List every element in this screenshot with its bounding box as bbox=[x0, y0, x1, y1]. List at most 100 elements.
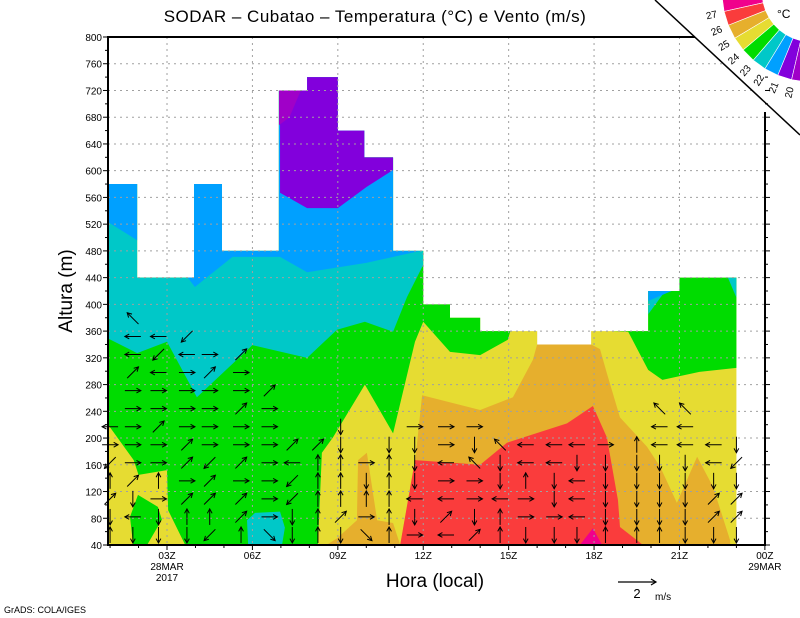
wind-arrow-shaft bbox=[235, 510, 248, 523]
wind-arrow bbox=[411, 472, 418, 490]
wind-arrow-head bbox=[386, 489, 392, 496]
wind-arrow bbox=[150, 405, 168, 412]
wind-arrow-head bbox=[405, 496, 412, 502]
colorbar-segment bbox=[791, 42, 800, 82]
wind-arrow bbox=[602, 525, 609, 543]
y-tick-label: 520 bbox=[85, 220, 102, 231]
wind-arrow bbox=[633, 490, 640, 508]
wind-arrow-head bbox=[213, 441, 219, 448]
wind-arrow-head bbox=[497, 525, 503, 532]
wind-arrow bbox=[678, 402, 692, 415]
wind-arrow bbox=[130, 490, 136, 508]
wind-arrow bbox=[633, 435, 640, 453]
wind-arrow bbox=[285, 474, 299, 488]
wind-arrow-shaft bbox=[152, 420, 165, 433]
wind-arrow-head bbox=[126, 312, 133, 318]
wind-arrow-head bbox=[522, 471, 529, 478]
wind-arrow bbox=[235, 510, 248, 523]
wind-arrow bbox=[656, 525, 663, 543]
wind-arrow bbox=[602, 472, 609, 490]
wind-arrow-shaft bbox=[494, 438, 507, 451]
wind-arrow bbox=[602, 490, 609, 508]
wind-arrow-head bbox=[567, 441, 574, 448]
wind-arrow bbox=[315, 453, 321, 471]
wind-arrow-head bbox=[411, 448, 418, 454]
wind-arrow bbox=[233, 369, 251, 376]
wind-arrow bbox=[123, 333, 141, 340]
x-tick-label: 12Z bbox=[415, 551, 432, 562]
wind-arrow-head bbox=[386, 453, 392, 460]
wind-arrow-head bbox=[682, 538, 688, 545]
wind-arrow-head bbox=[730, 463, 736, 470]
wind-arrow-head bbox=[270, 384, 276, 390]
wind-arrow-head bbox=[210, 366, 217, 372]
wind-arrow bbox=[238, 525, 244, 543]
wind-arrow bbox=[436, 532, 455, 538]
wind-arrow-head bbox=[567, 496, 574, 502]
wind-arrow bbox=[261, 423, 279, 430]
wind-arrow-shaft bbox=[180, 492, 193, 505]
wind-arrow-shaft bbox=[286, 474, 299, 487]
wind-arrow bbox=[315, 489, 321, 507]
wind-arrow bbox=[337, 436, 344, 454]
wind-arrow-head bbox=[363, 484, 370, 490]
wind-arrow-head bbox=[633, 502, 640, 508]
wind-arrow bbox=[311, 438, 325, 451]
wind-arrow bbox=[730, 510, 743, 523]
wind-arrow bbox=[203, 474, 217, 487]
wind-arrow-head bbox=[285, 499, 292, 506]
wind-arrow bbox=[733, 472, 740, 490]
colorbar-label: 21 bbox=[767, 80, 782, 95]
temperature-region bbox=[727, 277, 737, 298]
wind-arrow bbox=[149, 369, 167, 376]
wind-arrow bbox=[150, 441, 168, 448]
wind-arrow bbox=[656, 454, 663, 472]
wind-arrow-shaft bbox=[730, 492, 743, 505]
wind-arrow bbox=[149, 333, 167, 340]
wind-arrow bbox=[104, 492, 117, 505]
wind-arrow bbox=[602, 454, 609, 472]
wind-arrow bbox=[597, 441, 615, 448]
wind-arrow bbox=[466, 423, 484, 430]
wind-arrow bbox=[707, 492, 721, 505]
x-tick-label: 15Z bbox=[500, 551, 517, 562]
wind-arrow-shaft bbox=[235, 348, 248, 361]
wind-arrow-head bbox=[292, 438, 299, 445]
wind-arrow-head bbox=[244, 387, 251, 394]
wind-arrow-head bbox=[682, 466, 688, 472]
wind-arrow bbox=[710, 472, 717, 490]
wind-arrow bbox=[466, 496, 484, 502]
wind-arrow bbox=[656, 508, 663, 526]
wind-arrow-head bbox=[270, 535, 276, 542]
wind-arrow-shaft bbox=[286, 438, 299, 451]
wind-arrow bbox=[201, 441, 219, 448]
wind-arrow bbox=[411, 454, 418, 472]
wind-arrow-shaft bbox=[360, 528, 373, 541]
wind-arrow-head bbox=[493, 438, 500, 445]
wind-arrow-head bbox=[574, 466, 580, 472]
wind-arrow bbox=[184, 507, 190, 525]
wind-arrow bbox=[493, 438, 507, 451]
wind-arrow-shaft bbox=[180, 330, 193, 343]
wind-arrow-head bbox=[136, 423, 142, 430]
wind-arrow bbox=[150, 387, 168, 394]
wind-arrow-head bbox=[130, 538, 136, 545]
wind-arrow-head bbox=[529, 514, 535, 520]
wind-arrow bbox=[289, 526, 296, 545]
wind-arrow bbox=[471, 436, 478, 454]
wind-arrow bbox=[567, 496, 585, 502]
wind-arrow bbox=[261, 441, 279, 448]
y-axis-label: Altura (m) bbox=[56, 249, 77, 332]
wind-arrow bbox=[263, 528, 276, 542]
wind-arrow-head bbox=[285, 481, 292, 488]
x-axis-label: Hora (local) bbox=[386, 571, 484, 592]
wind-arrow bbox=[517, 496, 535, 502]
wind-arrow bbox=[203, 366, 217, 379]
wind-arrow-head bbox=[367, 535, 373, 542]
wind-arrow-head bbox=[337, 538, 344, 545]
wind-arrow-head bbox=[123, 351, 130, 358]
wind-arrow bbox=[334, 510, 348, 523]
wind-arrow bbox=[567, 441, 585, 448]
wind-arrow bbox=[440, 510, 453, 523]
